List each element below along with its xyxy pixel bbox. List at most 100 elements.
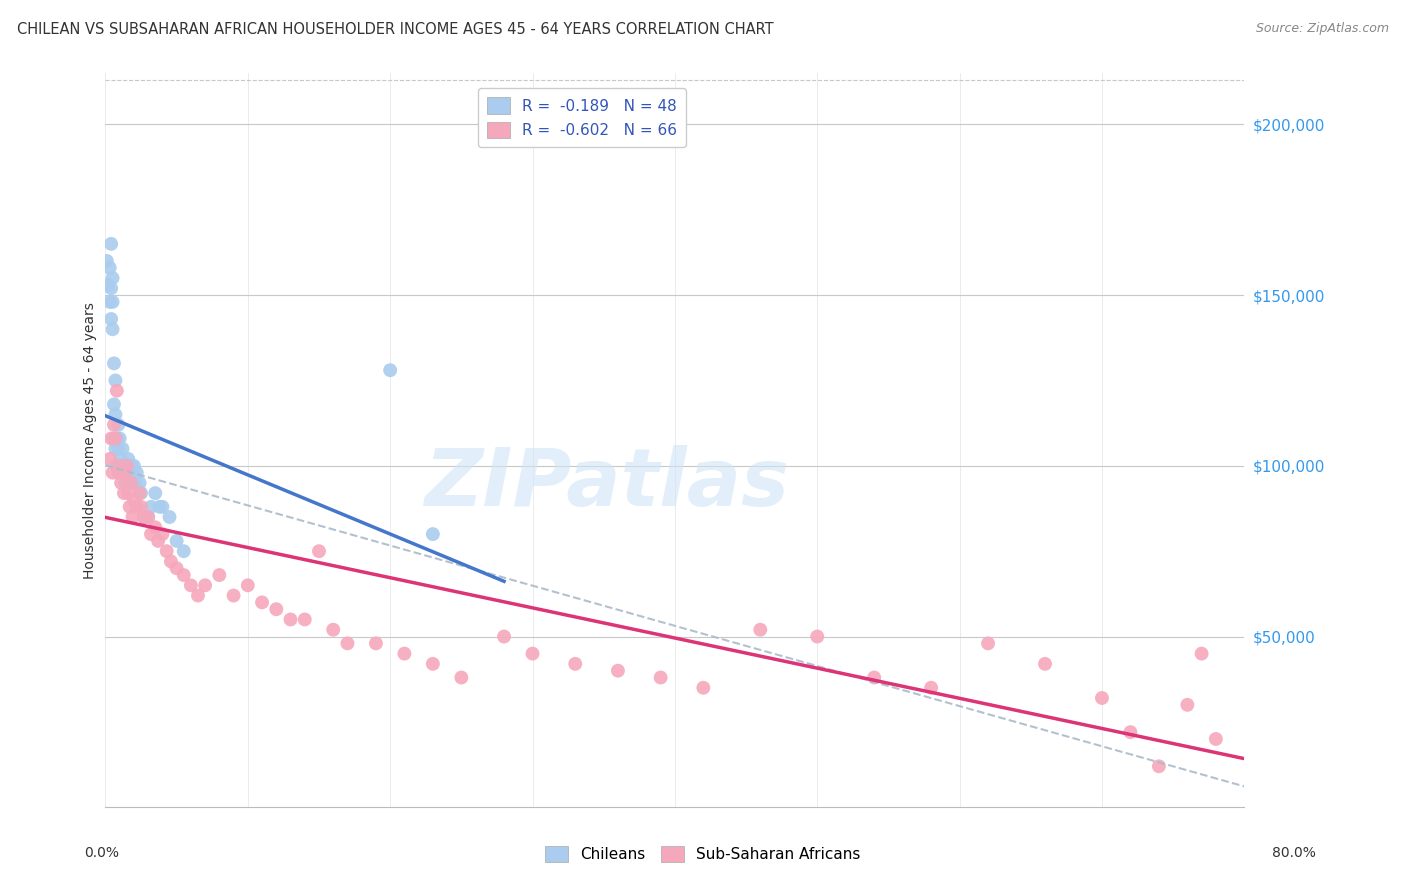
Point <box>294 612 316 626</box>
Point <box>100 281 122 295</box>
Point <box>105 432 128 446</box>
Point <box>1033 657 1056 671</box>
Point <box>180 578 202 592</box>
Point <box>492 630 515 644</box>
Point <box>222 589 245 603</box>
Point <box>112 486 135 500</box>
Point <box>1191 647 1213 661</box>
Point <box>118 500 141 514</box>
Point <box>187 589 209 603</box>
Point <box>101 466 124 480</box>
Point <box>236 578 259 592</box>
Point <box>98 452 121 467</box>
Point <box>364 636 387 650</box>
Point <box>122 458 145 473</box>
Point <box>117 452 139 467</box>
Point <box>101 271 124 285</box>
Point <box>522 647 544 661</box>
Point <box>160 554 183 568</box>
Point <box>650 671 672 685</box>
Point <box>100 312 122 326</box>
Point <box>139 500 162 514</box>
Point <box>120 458 142 473</box>
Point <box>173 544 195 558</box>
Point <box>422 657 444 671</box>
Point <box>607 664 630 678</box>
Point <box>108 458 131 473</box>
Point <box>103 432 125 446</box>
Point <box>96 254 118 268</box>
Point <box>322 623 344 637</box>
Point <box>139 527 162 541</box>
Point <box>98 260 121 275</box>
Point <box>132 510 155 524</box>
Point <box>108 458 131 473</box>
Point <box>1091 691 1114 706</box>
Point <box>122 492 145 507</box>
Point <box>166 561 188 575</box>
Y-axis label: Householder Income Ages 45 - 64 years: Householder Income Ages 45 - 64 years <box>83 301 97 579</box>
Point <box>148 500 170 514</box>
Point <box>250 595 273 609</box>
Text: 0.0%: 0.0% <box>84 846 118 860</box>
Point <box>564 657 586 671</box>
Point <box>104 432 127 446</box>
Point <box>264 602 288 616</box>
Point <box>132 510 155 524</box>
Point <box>143 520 166 534</box>
Point <box>100 432 122 446</box>
Point <box>173 568 195 582</box>
Point <box>1119 725 1142 739</box>
Point <box>111 442 134 456</box>
Legend: Chileans, Sub-Saharan Africans: Chileans, Sub-Saharan Africans <box>540 839 866 868</box>
Point <box>146 533 169 548</box>
Point <box>194 578 217 592</box>
Point <box>125 466 148 480</box>
Point <box>152 527 174 541</box>
Point <box>692 681 714 695</box>
Point <box>104 374 127 388</box>
Point <box>104 442 127 456</box>
Point <box>97 277 120 292</box>
Point <box>100 236 122 251</box>
Text: CHILEAN VS SUBSAHARAN AFRICAN HOUSEHOLDER INCOME AGES 45 - 64 YEARS CORRELATION : CHILEAN VS SUBSAHARAN AFRICAN HOUSEHOLDE… <box>17 22 773 37</box>
Point <box>136 510 159 524</box>
Point <box>129 486 152 500</box>
Point <box>749 623 772 637</box>
Point <box>115 466 138 480</box>
Point <box>103 397 125 411</box>
Point <box>115 458 138 473</box>
Point <box>143 486 166 500</box>
Point <box>422 527 444 541</box>
Point <box>114 475 136 490</box>
Point <box>110 475 132 490</box>
Point <box>308 544 330 558</box>
Point <box>125 500 148 514</box>
Point <box>103 417 125 432</box>
Point <box>208 568 231 582</box>
Point <box>1175 698 1198 712</box>
Point <box>920 681 942 695</box>
Point <box>101 322 124 336</box>
Point <box>129 500 152 514</box>
Point <box>128 475 150 490</box>
Point <box>101 294 124 309</box>
Point <box>107 466 129 480</box>
Point <box>156 544 179 558</box>
Point <box>977 636 1000 650</box>
Point <box>1147 759 1170 773</box>
Point <box>105 458 128 473</box>
Point <box>117 486 139 500</box>
Point <box>110 452 132 467</box>
Point <box>128 486 150 500</box>
Point <box>136 510 159 524</box>
Point <box>1205 731 1227 746</box>
Point <box>105 384 128 398</box>
Text: ZIPatlas: ZIPatlas <box>425 445 789 524</box>
Point <box>394 647 416 661</box>
Point <box>120 475 142 490</box>
Point <box>450 671 472 685</box>
Point <box>378 363 402 377</box>
Point <box>159 510 181 524</box>
Point <box>107 417 129 432</box>
